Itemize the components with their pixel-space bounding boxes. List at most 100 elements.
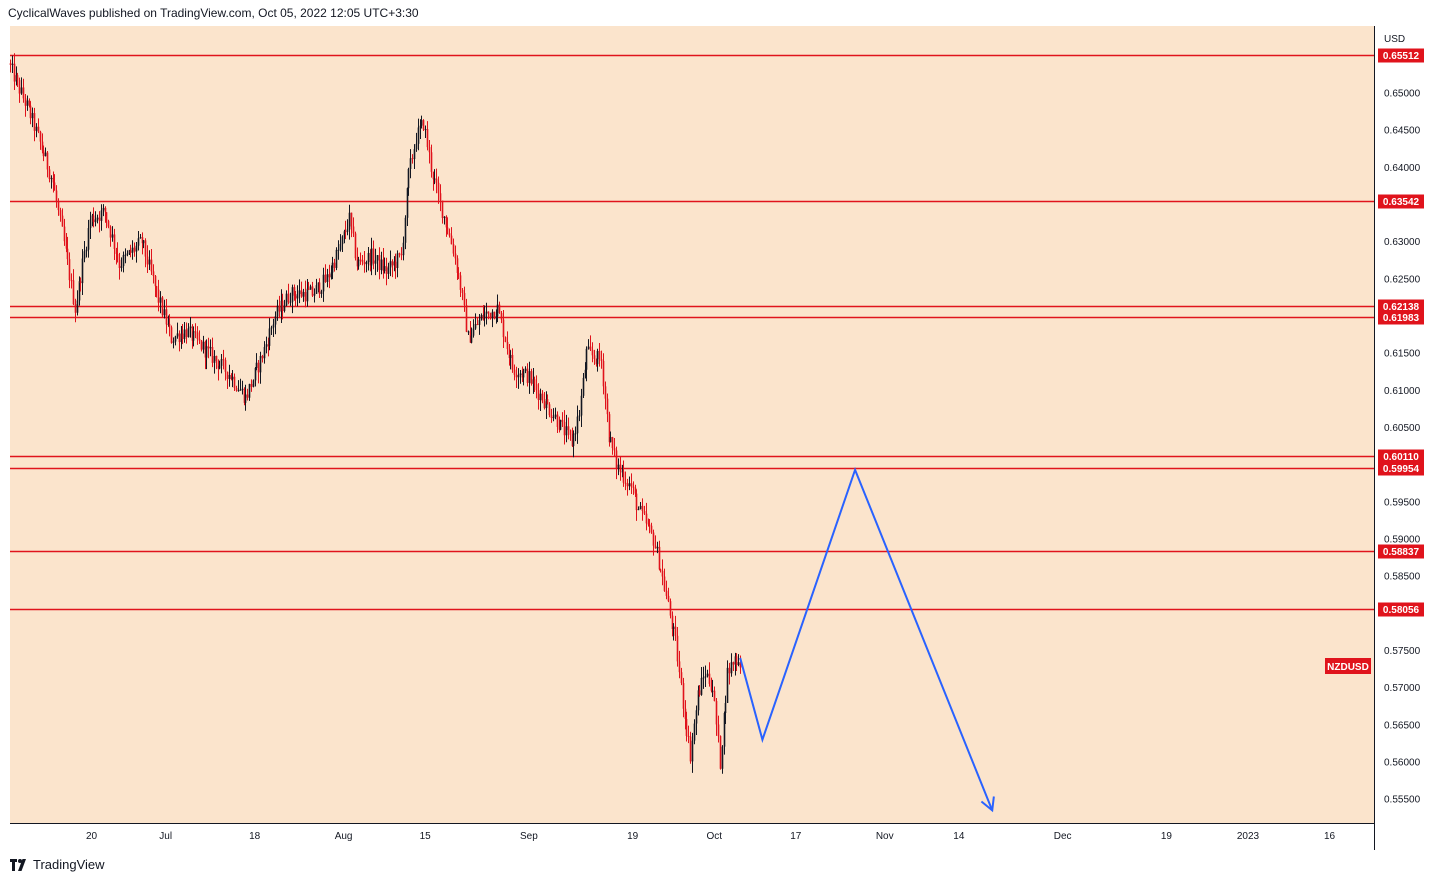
candle-body	[313, 293, 316, 296]
candle-body	[154, 276, 157, 287]
candle-body	[404, 217, 407, 243]
candle-body	[663, 576, 666, 591]
candle-body	[459, 275, 462, 290]
candle-body	[46, 152, 49, 170]
candle-body	[407, 168, 410, 189]
candle-body	[194, 331, 197, 333]
candle-body	[24, 98, 27, 106]
candle-body	[472, 328, 475, 336]
candle-body	[42, 150, 45, 157]
candle-body	[367, 252, 370, 263]
candle-body	[311, 286, 314, 296]
candle-body	[307, 288, 310, 290]
candle-body	[16, 75, 19, 81]
candle-body	[511, 354, 514, 370]
level-badge	[1378, 299, 1424, 314]
candle-body	[44, 152, 47, 157]
candle-body	[422, 120, 425, 130]
candle-body	[671, 615, 674, 630]
candle-body	[211, 347, 214, 363]
candle-body	[672, 626, 675, 630]
candle-body	[331, 262, 334, 273]
candle-body	[254, 367, 257, 381]
candle-body	[411, 158, 414, 160]
candle-body	[571, 434, 574, 447]
candle-body	[274, 316, 277, 325]
candle-body	[318, 282, 321, 294]
candle-body	[654, 545, 657, 549]
candle-body	[233, 376, 236, 388]
candle-body	[283, 305, 286, 311]
candle-body	[26, 100, 29, 106]
candle-body	[320, 291, 323, 294]
candle-body	[409, 158, 412, 169]
candle-body	[191, 326, 194, 341]
currency-label: USD	[1384, 34, 1405, 45]
candle-body	[448, 233, 451, 236]
candle-body	[656, 546, 659, 549]
candle-body	[265, 344, 268, 347]
candle-body	[218, 365, 221, 369]
time-tick-label: 18	[249, 831, 261, 842]
candle-body	[593, 355, 596, 359]
candle-body	[439, 193, 442, 201]
candle-body	[652, 532, 655, 546]
plot-background	[10, 26, 1374, 823]
candle-body	[48, 169, 51, 180]
candle-body	[37, 126, 40, 132]
candle-body	[294, 295, 297, 299]
candle-body	[378, 255, 381, 271]
price-ticks: 0.65000 0.64500 0.64000 0.63000 0.62500 0.615…	[1384, 88, 1421, 805]
candle-body	[102, 207, 105, 211]
price-tick-label: 0.59500	[1384, 497, 1421, 508]
candle-body	[433, 178, 436, 180]
candle-body	[737, 662, 740, 666]
candle-body	[463, 292, 466, 306]
candle-body	[356, 258, 359, 267]
candle-body	[104, 207, 107, 213]
candle-body	[428, 147, 431, 153]
candle-body	[185, 329, 188, 338]
candle-body	[487, 311, 490, 313]
tradingview-brand[interactable]: TradingView	[9, 857, 105, 872]
price-tick-label: 0.57500	[1384, 646, 1421, 657]
projection-arrowhead	[980, 796, 995, 813]
candle-body	[552, 417, 555, 419]
candle-body	[650, 525, 653, 533]
candle-body	[330, 272, 333, 278]
candle-body	[285, 293, 288, 306]
candle-body	[144, 240, 147, 257]
candle-body	[417, 127, 420, 144]
candle-body	[196, 332, 199, 339]
tradingview-logo-icon	[10, 858, 26, 871]
candle-body	[704, 676, 707, 678]
candle-body	[113, 234, 116, 249]
candle-body	[515, 374, 518, 378]
candle-body	[83, 251, 86, 259]
candle-body	[724, 702, 727, 714]
candle-body	[406, 188, 409, 218]
candle-body	[426, 129, 429, 148]
candle-body	[365, 262, 368, 265]
symbol-tag-label: NZDUSD	[1327, 662, 1369, 673]
candle-body	[350, 212, 353, 227]
candle-body	[304, 292, 307, 302]
candle-body	[659, 569, 662, 571]
candle-body	[172, 341, 175, 343]
candle-body	[278, 305, 281, 312]
candle-body	[424, 129, 427, 131]
candle-body	[289, 301, 292, 303]
projection	[739, 466, 995, 813]
level-badge-label: 0.58056	[1383, 605, 1420, 616]
candle-body	[645, 513, 648, 524]
candle-body	[50, 177, 53, 180]
price-tick-label: 0.56000	[1384, 758, 1421, 769]
candle-body	[280, 300, 283, 312]
candle-body	[648, 524, 651, 526]
candle-body	[600, 359, 603, 361]
candle-body	[374, 260, 377, 264]
candle-body	[402, 242, 405, 256]
level-badge	[1378, 194, 1424, 209]
candle-body	[637, 509, 640, 511]
